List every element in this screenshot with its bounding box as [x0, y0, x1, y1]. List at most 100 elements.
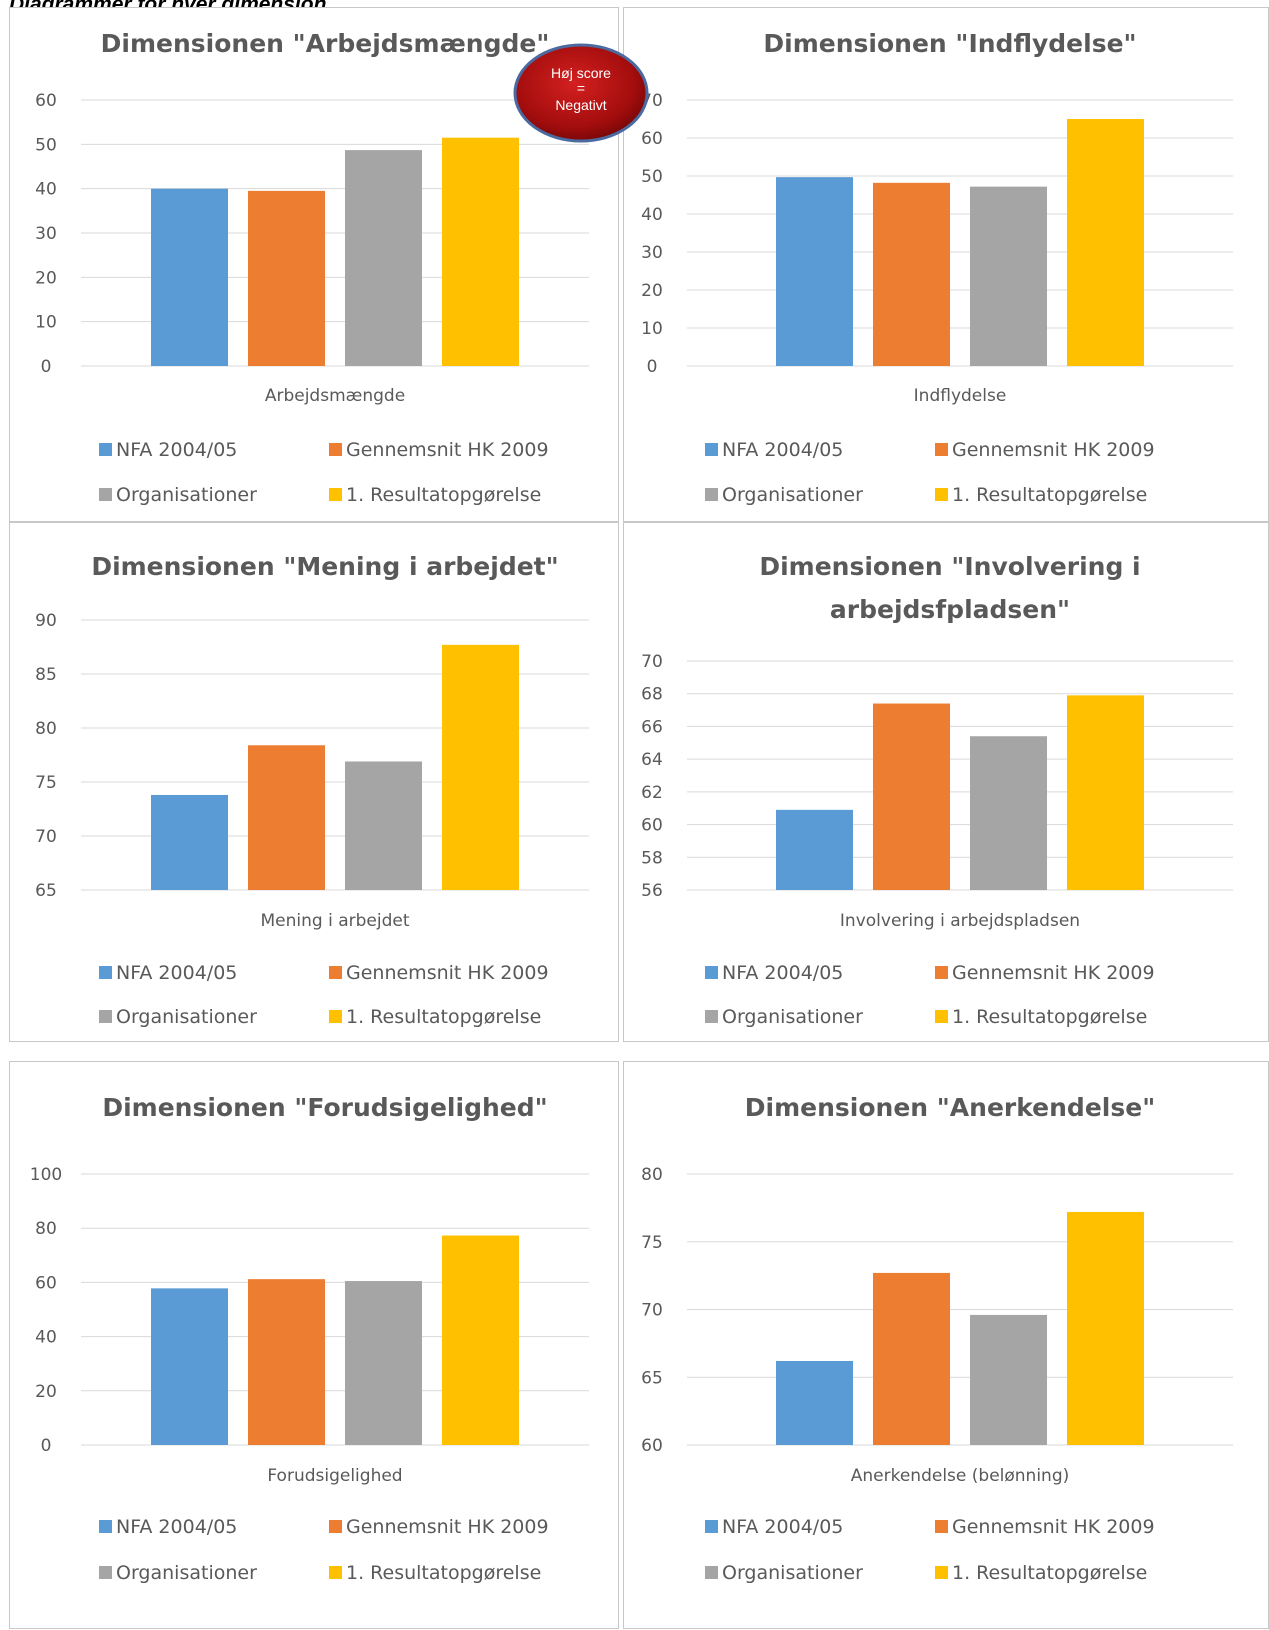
bar-nfa-2004-05	[151, 1288, 228, 1445]
badge-line-1: Høj score	[551, 65, 611, 81]
legend-swatch	[705, 443, 718, 456]
legend-swatch	[329, 488, 342, 501]
legend-swatch	[329, 1010, 342, 1023]
bar-gennemsnit-hk-2009	[873, 182, 950, 366]
legend-label: 1. Resultatopgørelse	[346, 1006, 541, 1028]
legend-label: 1. Resultatopgørelse	[952, 1006, 1147, 1028]
y-tick-label: 68	[641, 685, 663, 705]
y-tick-label: 0	[41, 1436, 52, 1456]
y-tick-label: 30	[35, 224, 57, 244]
bar-organisationer	[345, 761, 422, 890]
y-tick-label: 56	[641, 881, 663, 901]
legend-swatch	[99, 1010, 112, 1023]
legend-label: 1. Resultatopgørelse	[952, 484, 1147, 506]
chart-svg-2: Dimensionen "Indflydelse"010203040506070…	[641, 29, 1233, 506]
y-tick-label: 62	[641, 783, 663, 803]
chart-panel-4: Dimensionen "Involvering i arbejdsfpladse…	[623, 522, 1269, 1042]
bar-nfa-2004-05	[776, 177, 853, 366]
chart-panel-2: Dimensionen "Indflydelse" 0 10 20 30 40 50 60 70…	[623, 7, 1269, 522]
badge-line-2: =	[577, 80, 585, 96]
y-tick-label: 40	[35, 180, 57, 200]
y-tick-label: 10	[35, 313, 57, 333]
legend-label: NFA 2004/05	[722, 439, 843, 461]
y-tick-label: 20	[35, 1382, 57, 1402]
bar-gennemsnit-hk-2009	[248, 745, 325, 890]
x-category-label: Arbejdsmængde	[265, 386, 405, 406]
legend-swatch	[705, 1566, 718, 1579]
y-tick-label: 65	[641, 1368, 663, 1388]
legend-swatch	[329, 1520, 342, 1533]
legend-label: Gennemsnit HK 2009	[952, 439, 1155, 461]
chart-title: Dimensionen "Involvering i	[759, 552, 1140, 581]
legend-label: Organisationer	[116, 484, 257, 506]
legend-label: NFA 2004/05	[722, 962, 843, 984]
chart-panel-5: Dimensionen "Forudsigelighed" 0 20 40 60 80 10…	[9, 1061, 619, 1629]
chart-svg-5: Dimensionen "Forudsigelighed" 0 20 40 60 80 10…	[30, 1093, 589, 1584]
y-tick-label: 64	[641, 750, 663, 770]
y-tick-label: 80	[35, 719, 57, 739]
legend-swatch	[935, 443, 948, 456]
bar-1-resultatopg-relse	[442, 137, 519, 366]
legend-label: 1. Resultatopgørelse	[346, 1562, 541, 1584]
chart-svg-3: Dimensionen "Mening i arbejdet" 65 70 75 80 8…	[35, 552, 589, 1028]
y-tick-label: 0	[647, 357, 658, 377]
bar-gennemsnit-hk-2009	[873, 1272, 950, 1445]
y-tick-label: 50	[35, 135, 57, 155]
high-score-badge: Høj score = Negativt	[513, 43, 649, 143]
bar-organisationer	[345, 1281, 422, 1445]
bar-gennemsnit-hk-2009	[248, 1279, 325, 1445]
bar-gennemsnit-hk-2009	[248, 190, 325, 366]
y-tick-label: 70	[35, 827, 57, 847]
x-category-label: Involvering i arbejdspladsen	[840, 911, 1080, 931]
y-tick-label: 60	[35, 1273, 57, 1293]
legend-label: NFA 2004/05	[722, 1516, 843, 1538]
y-tick-label: 20	[641, 281, 663, 301]
bar-nfa-2004-05	[151, 794, 228, 890]
legend-swatch	[99, 1566, 112, 1579]
y-tick-label: 65	[35, 881, 57, 901]
legend-swatch	[705, 966, 718, 979]
y-tick-label: 80	[35, 1219, 57, 1239]
bar-organisationer	[970, 186, 1047, 366]
chart-title: Dimensionen "Anerkendelse"	[745, 1093, 1155, 1122]
legend-label: Organisationer	[722, 484, 863, 506]
chart-panel-3: Dimensionen "Mening i arbejdet" 65 70 75 80 8…	[9, 522, 619, 1042]
bar-nfa-2004-05	[776, 1360, 853, 1445]
bar-1-resultatopg-relse	[442, 644, 519, 890]
legend-swatch	[935, 966, 948, 979]
bar-organisationer	[970, 736, 1047, 890]
legend-label: Gennemsnit HK 2009	[952, 1516, 1155, 1538]
y-tick-label: 70	[641, 652, 663, 672]
legend-label: Organisationer	[116, 1562, 257, 1584]
y-tick-label: 10	[641, 319, 663, 339]
y-tick-label: 75	[641, 1233, 663, 1253]
legend-swatch	[705, 1010, 718, 1023]
legend-label: 1. Resultatopgørelse	[952, 1562, 1147, 1584]
bar-nfa-2004-05	[776, 809, 853, 890]
legend-label: NFA 2004/05	[116, 439, 237, 461]
legend-swatch	[935, 488, 948, 501]
x-category-label: Mening i arbejdet	[260, 911, 409, 931]
bar-1-resultatopg-relse	[1067, 119, 1144, 366]
legend-label: Gennemsnit HK 2009	[346, 1516, 549, 1538]
y-tick-label: 75	[35, 773, 57, 793]
chart-title: Dimensionen "Mening i arbejdet"	[91, 552, 558, 581]
x-category-label: Forudsigelighed	[267, 1466, 402, 1486]
chart-title: Dimensionen "Arbejdsmængde"	[101, 29, 550, 58]
y-tick-label: 100	[30, 1165, 62, 1185]
y-tick-label: 50	[641, 167, 663, 187]
legend-swatch	[935, 1566, 948, 1579]
bar-gennemsnit-hk-2009	[873, 703, 950, 890]
legend-swatch	[329, 966, 342, 979]
y-tick-label: 66	[641, 717, 663, 737]
legend-label: Organisationer	[722, 1006, 863, 1028]
chart-title: arbejdsfpladsen"	[830, 595, 1070, 624]
y-tick-label: 40	[641, 205, 663, 225]
legend-label: Gennemsnit HK 2009	[346, 439, 549, 461]
y-tick-label: 85	[35, 665, 57, 685]
badge-line-3: Negativt	[555, 97, 606, 113]
legend-label: NFA 2004/05	[116, 962, 237, 984]
chart-svg-6: Dimensionen "Anerkendelse" 60 65 70 75 80 Aner…	[641, 1093, 1233, 1584]
chart-title: Dimensionen "Forudsigelighed"	[102, 1093, 547, 1122]
legend-label: 1. Resultatopgørelse	[346, 484, 541, 506]
